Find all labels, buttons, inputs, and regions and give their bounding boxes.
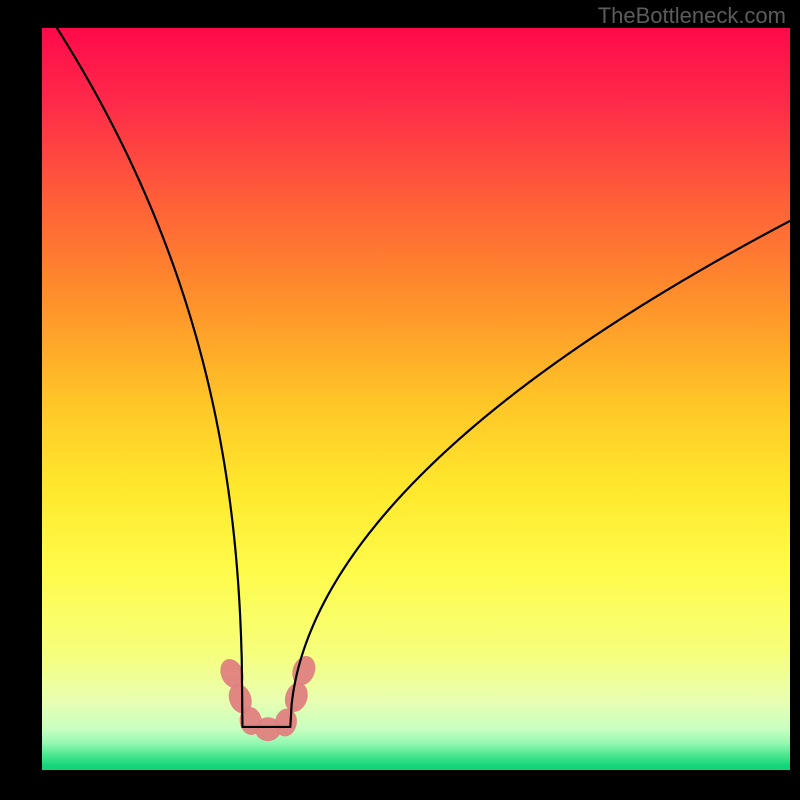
border-left xyxy=(0,0,42,800)
chart-stage: TheBottleneck.com xyxy=(0,0,800,800)
watermark-text: TheBottleneck.com xyxy=(598,3,786,29)
border-right xyxy=(790,0,800,800)
curve-layer xyxy=(42,28,790,770)
border-bottom xyxy=(0,770,800,800)
plot-area xyxy=(42,28,790,770)
bead xyxy=(288,653,319,689)
valley-curve xyxy=(57,28,790,727)
